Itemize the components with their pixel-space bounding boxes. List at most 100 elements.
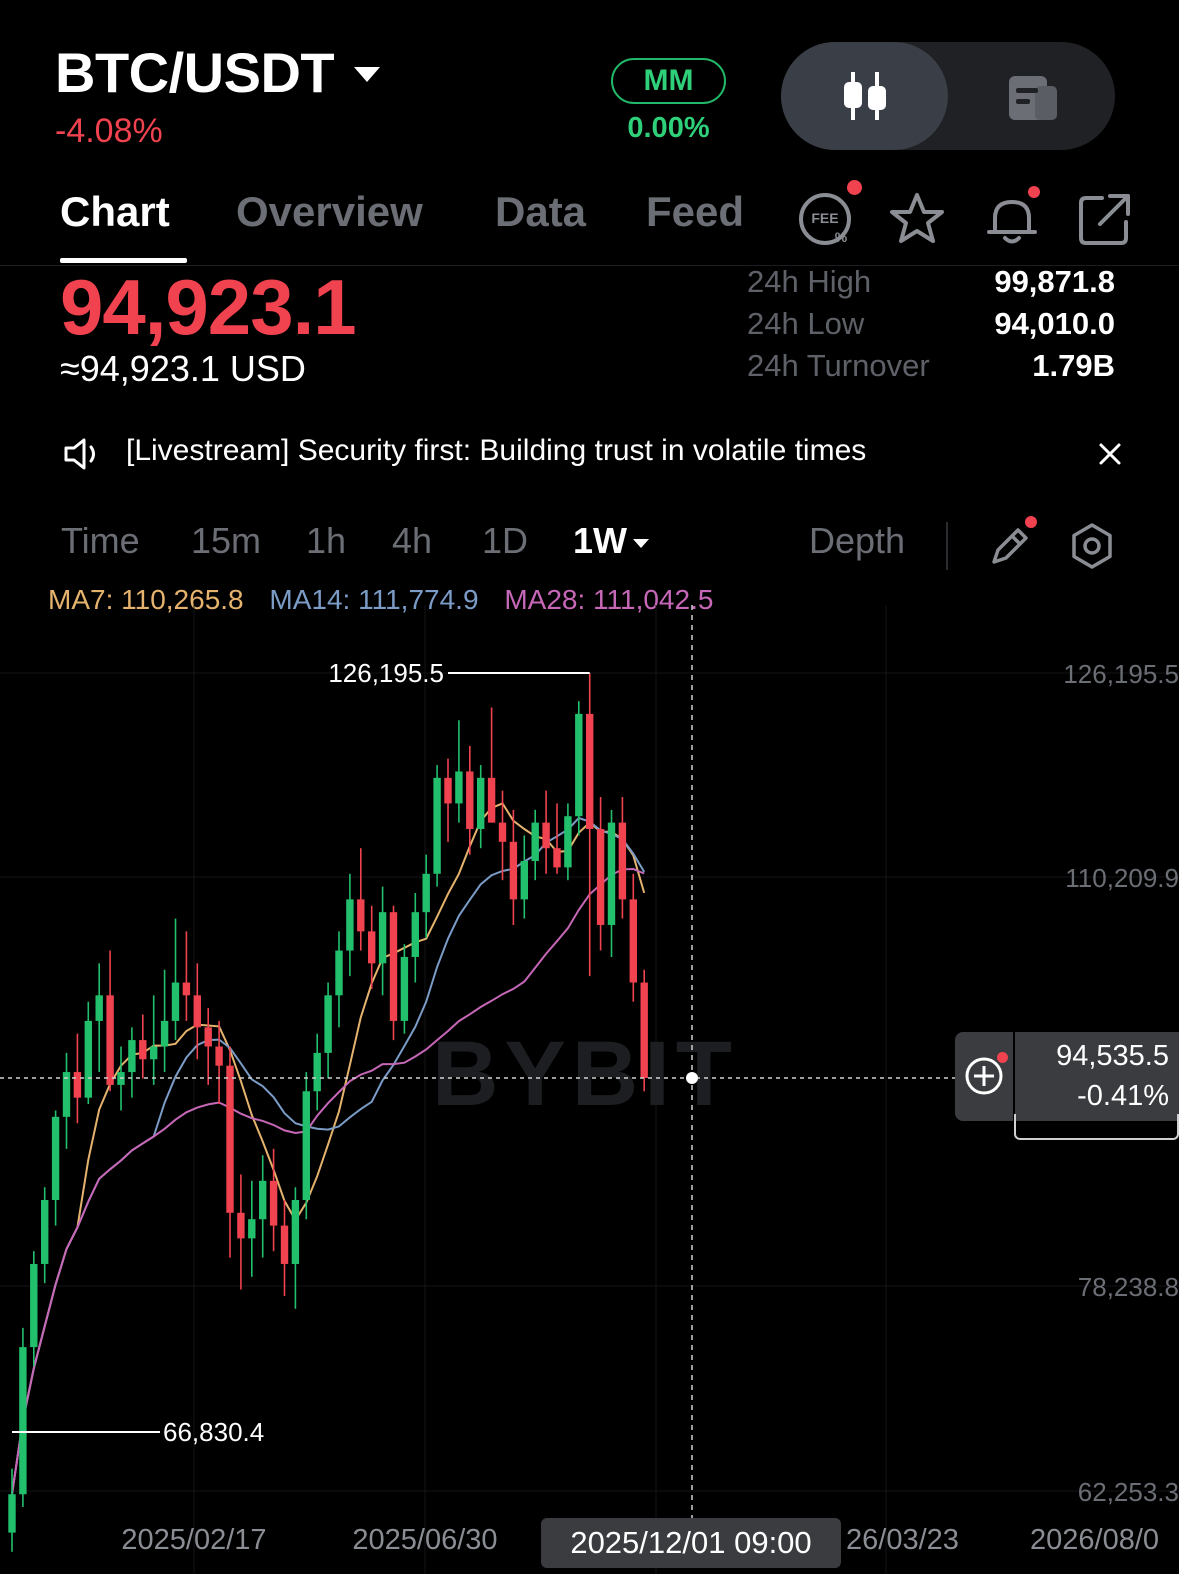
announcement-text: [Livestream] Security first: Building tr… xyxy=(126,434,867,467)
pencil-icon[interactable] xyxy=(986,522,1034,570)
candle-body xyxy=(19,1347,27,1495)
crosshair xyxy=(0,605,955,1519)
interval-4h[interactable]: 4h xyxy=(392,520,433,561)
candle-body xyxy=(618,822,627,900)
ma-lines xyxy=(11,802,646,1495)
crosshair-price: 94,535.5 xyxy=(1056,1040,1169,1072)
candle-body xyxy=(400,956,409,1021)
candle-body xyxy=(357,899,365,932)
candle-body xyxy=(8,1494,16,1533)
bell-icon[interactable] xyxy=(983,190,1041,248)
interval-time[interactable]: Time xyxy=(61,520,140,561)
candle-body xyxy=(531,822,539,861)
candle-body xyxy=(542,822,550,849)
candle-body xyxy=(640,982,648,1079)
ma-legend: MA7: 110,265.8 MA14: 111,774.9 MA28: 111… xyxy=(48,584,731,616)
y-tick-label: 110,209.9 xyxy=(1065,863,1179,893)
candle-body xyxy=(204,1027,212,1047)
toggle-active-bg xyxy=(781,42,948,150)
y-tick-label: 78,238.8 xyxy=(1078,1272,1179,1302)
candlestick-chart[interactable]: BYBIT 126,195.5 66,830.4 126,195.5 110,209… xyxy=(0,605,1179,1574)
mm-badge[interactable]: MM xyxy=(611,58,726,104)
candle-body xyxy=(498,822,507,842)
interval-divider xyxy=(946,522,948,570)
ma28-label: MA28: 111,042.5 xyxy=(504,584,714,615)
notification-dot xyxy=(847,180,862,195)
candles xyxy=(8,673,648,1552)
crosshair-date: 2025/12/01 09:00 xyxy=(541,1518,841,1568)
candle-body xyxy=(586,713,594,830)
candle-body xyxy=(73,1072,82,1098)
candle-body xyxy=(150,1046,158,1060)
candle-body xyxy=(62,1072,71,1117)
stat-label: 24h Turnover xyxy=(747,348,930,383)
close-icon[interactable] xyxy=(1098,442,1122,466)
usd-price: ≈94,923.1 USD xyxy=(60,348,306,389)
candle-body xyxy=(30,1263,38,1348)
candle-body xyxy=(444,777,452,804)
interval-1d[interactable]: 1D xyxy=(482,520,529,561)
tab-feed[interactable]: Feed xyxy=(646,188,745,235)
fee-icon[interactable]: FEE % xyxy=(797,190,855,248)
candle-body xyxy=(564,816,572,868)
notification-dot xyxy=(1025,516,1037,528)
candle-body xyxy=(324,995,332,1053)
candle-body xyxy=(41,1200,49,1264)
share-icon[interactable] xyxy=(1076,190,1134,248)
max-label: 126,195.5 xyxy=(328,658,444,688)
candle-body xyxy=(389,912,398,1021)
price-box-separator xyxy=(1013,1032,1015,1121)
document-icon[interactable] xyxy=(1003,66,1063,126)
candle-body xyxy=(487,777,496,823)
candle-body xyxy=(302,1091,310,1201)
candle-body xyxy=(291,1200,300,1264)
candle-body xyxy=(84,1020,92,1098)
candlestick-icon[interactable] xyxy=(835,66,895,126)
ma14-line xyxy=(11,816,646,1495)
candle-body xyxy=(378,912,387,964)
candle-body xyxy=(335,950,343,996)
add-order-icon[interactable] xyxy=(964,1056,1004,1096)
stat-label: 24h Low xyxy=(747,306,865,341)
crosshair-price-box[interactable]: 94,535.5 -0.41% xyxy=(955,1032,1179,1121)
candle-body xyxy=(520,860,528,900)
ma7-line xyxy=(11,802,646,1495)
tab-chart[interactable]: Chart xyxy=(60,188,170,235)
candle-body xyxy=(509,841,518,900)
candle-body xyxy=(193,995,201,1028)
tab-data[interactable]: Data xyxy=(495,188,587,235)
candle-body xyxy=(313,1052,321,1092)
ma28-line xyxy=(11,867,645,1495)
interval-depth[interactable]: Depth xyxy=(809,520,906,561)
speaker-icon xyxy=(64,438,95,470)
pair-selector[interactable]: BTC/USDT xyxy=(55,40,381,105)
notification-dot xyxy=(997,1052,1008,1063)
candle-body xyxy=(95,995,103,1021)
pair-title: BTC/USDT xyxy=(55,41,335,104)
interval-1h[interactable]: 1h xyxy=(306,520,347,561)
y-tick-label: 126,195.5 xyxy=(1063,659,1179,689)
svg-text:%: % xyxy=(835,229,848,245)
crosshair-change: -0.41% xyxy=(1077,1080,1169,1112)
tab-overview[interactable]: Overview xyxy=(236,188,423,235)
ma7-label: MA7: 110,265.8 xyxy=(48,584,244,615)
caret-down-icon xyxy=(354,67,381,82)
min-label: 66,830.4 xyxy=(163,1417,264,1447)
candle-body xyxy=(433,777,441,874)
candle-body xyxy=(259,1180,267,1220)
interval-1w[interactable]: 1W xyxy=(573,520,649,562)
x-axis: 2025/02/17 2025/06/30 26/03/23 2026/08/0 xyxy=(121,1524,1159,1556)
candle-body xyxy=(139,1040,147,1060)
announcement-bar[interactable]: [Livestream] Security first: Building tr… xyxy=(62,432,1122,476)
star-icon[interactable] xyxy=(888,190,946,248)
tab-bar: Chart Overview Data Feed xyxy=(0,188,1179,266)
settings-icon[interactable] xyxy=(1068,522,1116,570)
candle-body xyxy=(128,1040,136,1073)
y-axis: 126,195.5 110,209.9 78,238.8 62,253.3 xyxy=(1063,659,1179,1507)
candle-body xyxy=(269,1180,278,1226)
interval-15m[interactable]: 15m xyxy=(191,520,262,561)
candle-body xyxy=(553,848,561,868)
candle-body xyxy=(629,899,637,983)
candle-body xyxy=(182,982,191,996)
candle-body xyxy=(237,1212,245,1239)
